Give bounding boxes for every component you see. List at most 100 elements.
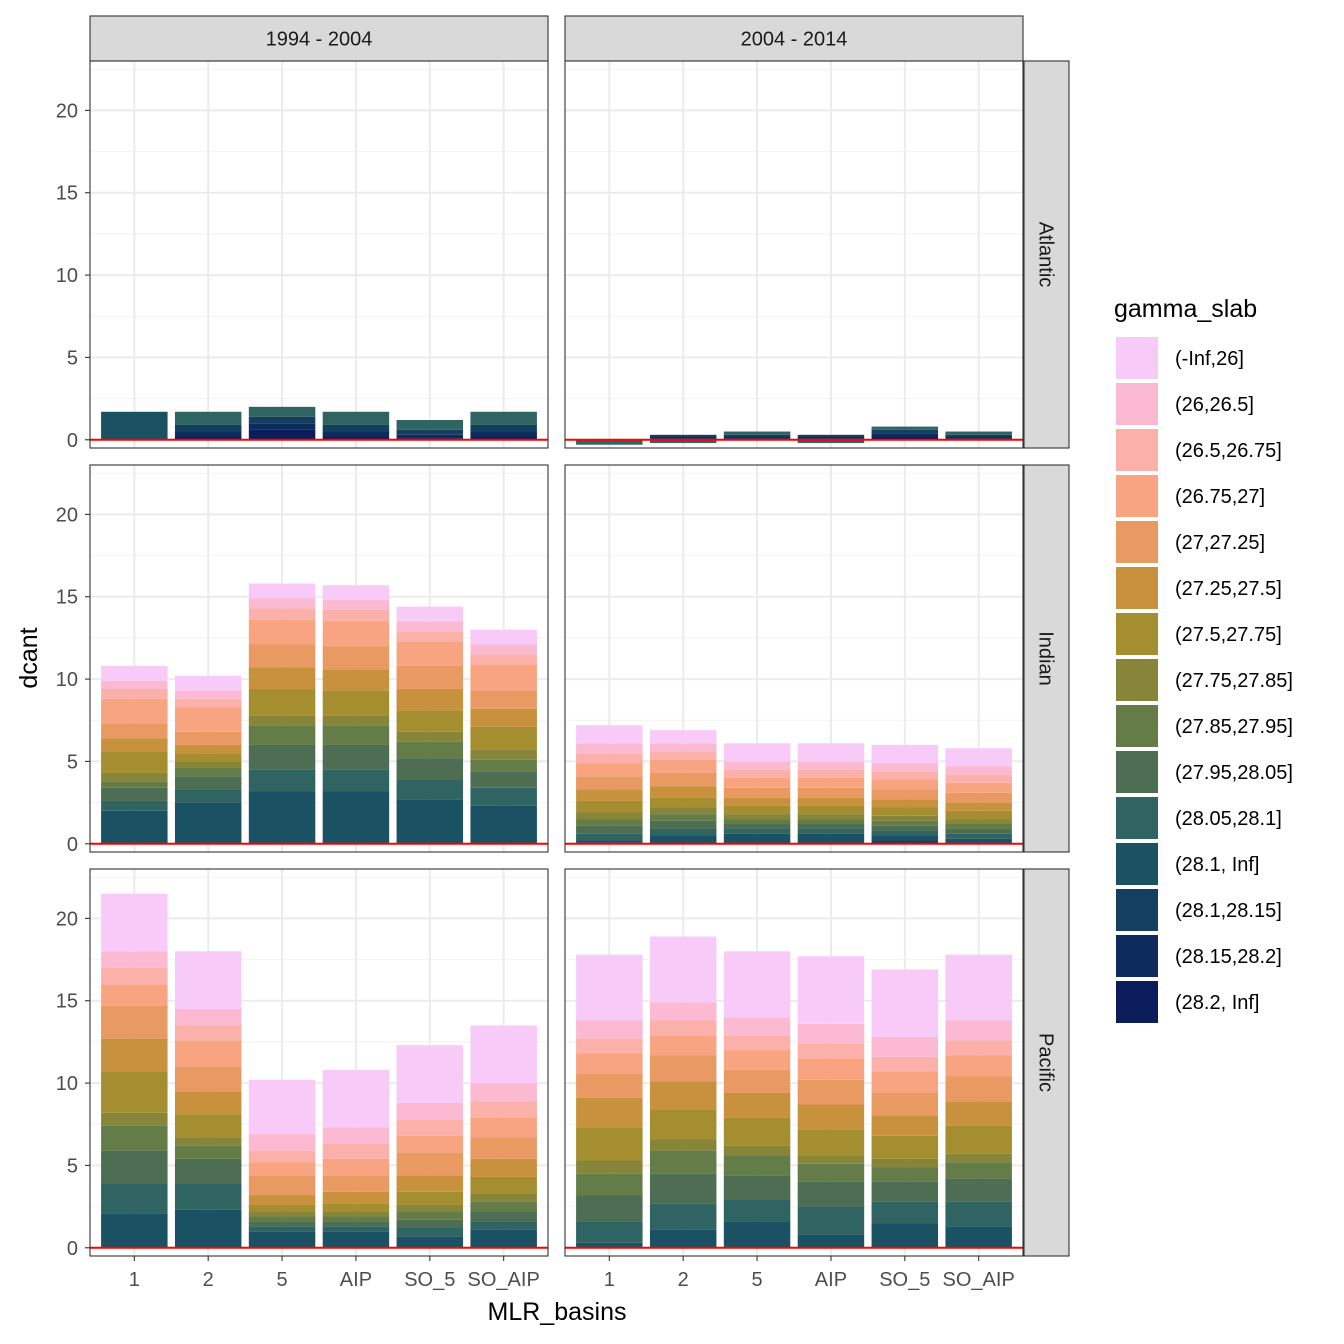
bar-segment [396,429,464,435]
bar-segment [101,1150,168,1184]
bar-segment [396,779,464,800]
bar-segment [174,698,242,708]
bar-segment [396,1175,464,1192]
y-tick-label: 5 [67,751,78,773]
bar-segment [396,1135,464,1153]
legend-label: (28.15,28.2] [1175,946,1282,968]
bar-segment [797,956,865,1024]
bar-segment [576,819,643,826]
bar-segment [723,1145,791,1156]
bar-segment [797,1104,865,1130]
bar-segment [101,967,168,985]
bar-segment [723,787,791,798]
bar-segment [101,893,168,952]
bar-segment [871,1116,939,1136]
bar-stack [871,969,939,1248]
bar-segment [649,835,717,844]
bar-segment [723,1069,791,1093]
bar-segment [248,1216,316,1222]
x-tick-label: 2 [678,1269,689,1291]
bar-segment [396,1045,464,1103]
bar-segment [396,631,464,642]
bar-segment [871,830,939,836]
bar-segment [396,688,464,711]
bar-segment [470,411,537,425]
bar-segment [723,1050,791,1070]
bar-segment [945,782,1012,793]
bar-segment [576,1221,643,1243]
bar-segment [248,1150,316,1163]
bar-segment [101,810,168,844]
bar-segment [248,1221,316,1227]
legend-label: (27.85,27.95] [1175,716,1293,738]
facet-row-label: Atlantic [1035,222,1057,288]
bar-segment [322,1226,390,1232]
bar-segment [470,690,537,709]
bar-segment [248,423,316,430]
bar-segment [101,688,168,699]
bar-segment [649,1109,717,1140]
bar-segment [322,1158,390,1176]
bar-segment [797,828,865,834]
legend-item: (27,27.25] [1116,521,1265,563]
bar-segment [248,1195,316,1205]
bar-segment [248,769,316,792]
legend-label: (26,26.5] [1175,394,1254,416]
bar-segment [470,1176,537,1194]
bar-stack [871,426,939,440]
bar-segment [101,680,168,689]
bar-segment [576,725,643,744]
bar-segment [322,769,390,792]
bar-segment [871,426,939,430]
bar-segment [322,791,390,844]
bar-segment [174,1183,242,1210]
bar-segment [322,690,390,716]
bar-segment [945,1153,1012,1163]
bar-segment [174,789,242,803]
bar-segment [396,420,464,430]
bar-segment [248,667,316,689]
y-tick-label: 15 [56,183,78,205]
bar-segment [174,1137,242,1146]
bar-segment [101,984,168,1006]
panel-border [564,868,1024,1257]
bar-segment [248,1079,316,1135]
bar-segment [871,436,939,440]
bar-segment [174,1158,242,1184]
bar-segment [649,730,717,744]
bar-segment [248,583,316,599]
bar-segment [470,1201,537,1212]
bar-segment [871,429,939,434]
bar-segment [576,825,643,834]
bar-segment [174,1025,242,1041]
bar-segment [101,698,168,724]
bar-stack [322,411,390,440]
bar-segment [174,753,242,762]
bar-segment [101,772,168,782]
bar-segment [649,1203,717,1230]
bar-segment [248,744,316,770]
legend-item: (27.75,27.85] [1116,659,1293,701]
strip-background [1023,868,1070,1257]
bar-segment [649,751,717,760]
bar-segment [396,621,464,632]
x-tick-label: 5 [752,1269,763,1291]
bar-segment [248,1226,316,1232]
bar-segment [174,1008,242,1026]
bar-segment [723,1200,791,1222]
bar-segment [248,791,316,844]
bar-segment [945,434,1012,437]
bar-segment [174,1114,242,1138]
bar-segment [576,1160,643,1174]
y-axis: 0 5 10 15 20 [56,504,90,856]
bar-segment [723,743,791,762]
y-tick-label: 10 [56,1073,78,1095]
bar-segment [723,1035,791,1051]
bar-segment [723,833,791,844]
bar-segment [723,761,791,770]
y-tick-label: 0 [67,1238,78,1260]
bar-stack [174,411,242,440]
legend-item: (27.85,27.95] [1116,705,1293,747]
bar-segment [871,433,939,437]
